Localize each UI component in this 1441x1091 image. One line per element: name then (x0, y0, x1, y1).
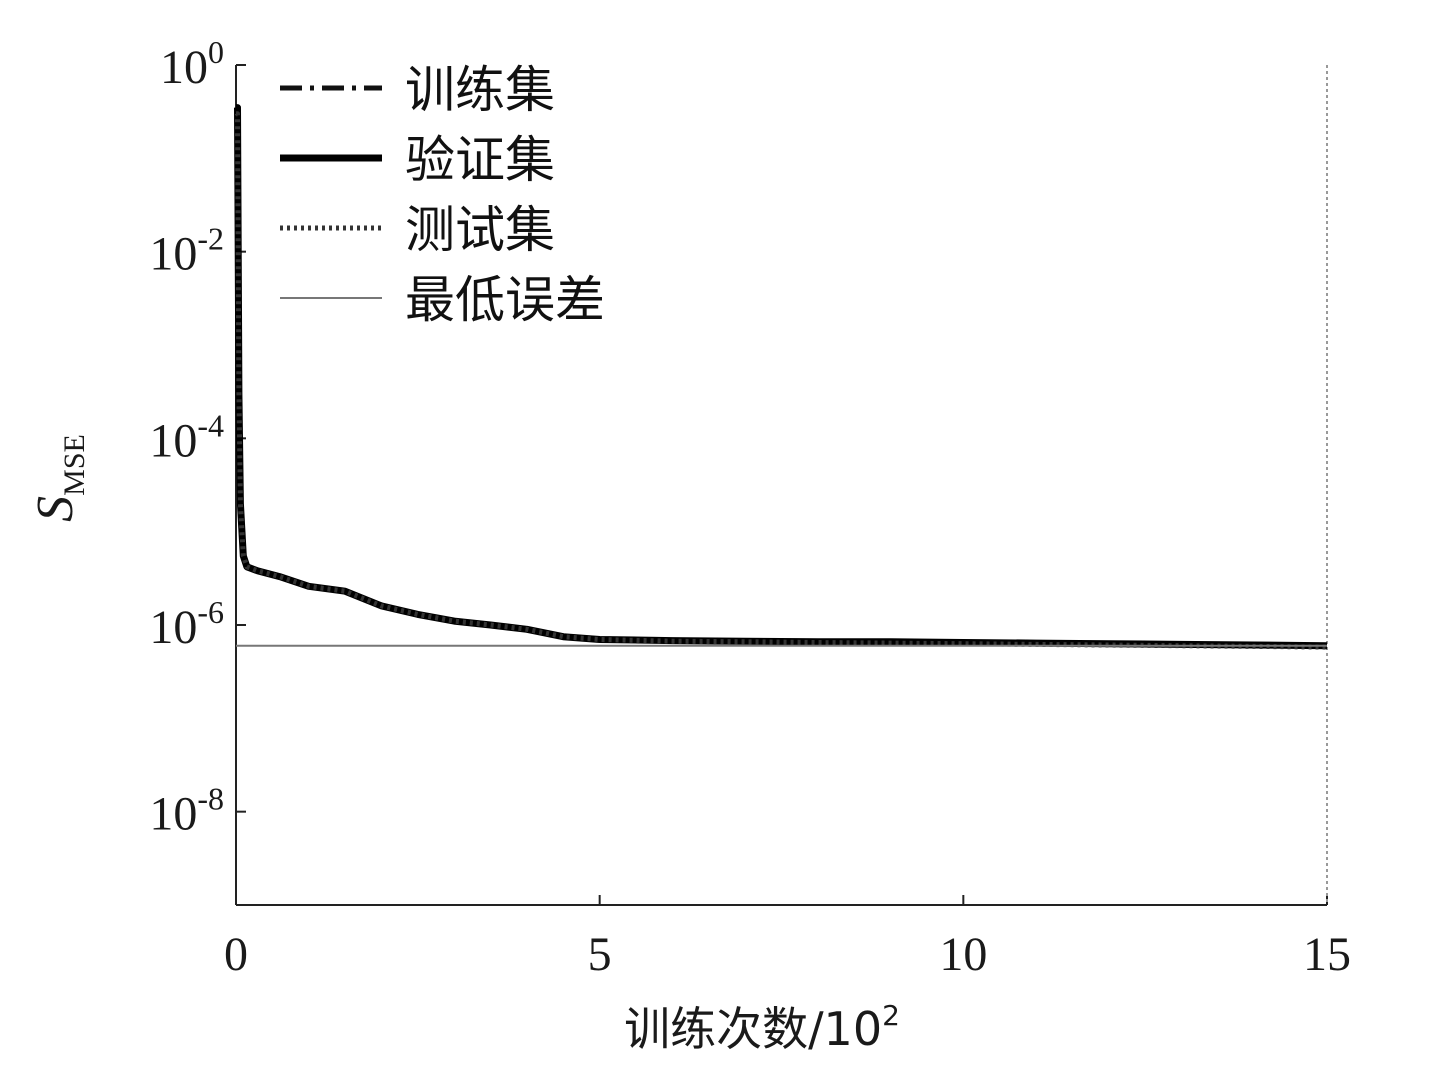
legend-label-2: 验证集 (405, 131, 555, 189)
x-tick-label: 10 (939, 928, 987, 981)
y-tick-exponent: -2 (197, 221, 224, 257)
x-tick-label: 5 (588, 928, 612, 981)
y-tick-label: 100 (160, 34, 224, 94)
y-tick-base: 10 (149, 788, 197, 841)
y-tick-base: 10 (149, 601, 197, 654)
y-axis-label-sub: MSE (58, 434, 91, 496)
y-tick-label: 10-4 (149, 407, 224, 467)
x-axis-label: 训练次数/102 (624, 999, 900, 1056)
y-tick-label: 10-2 (149, 221, 224, 281)
x-axis-label-text: 训练次数/10 (624, 1002, 882, 1056)
y-axis-label-main: S (27, 496, 84, 522)
x-axis-label-exponent: 2 (882, 999, 900, 1032)
y-tick-label: 10-6 (149, 594, 224, 654)
y-tick-base: 10 (149, 414, 197, 467)
y-tick-base: 10 (160, 41, 208, 94)
series-line-1 (235, 105, 1328, 649)
y-axis-label: SMSE (27, 434, 91, 522)
series-line-3 (235, 111, 1328, 650)
series-group (234, 104, 1328, 650)
y-tick-exponent: -6 (197, 594, 224, 630)
y-tick-exponent: 0 (208, 34, 224, 70)
y-tick-exponent: -4 (197, 407, 224, 443)
x-tick-label: 0 (224, 928, 248, 981)
x-tick-label: 15 (1303, 928, 1351, 981)
legend-label-3: 测试集 (405, 201, 555, 259)
y-tick-base: 10 (149, 228, 197, 281)
legend-label-4: 最低误差 (405, 271, 605, 329)
legend-label-1: 训练集 (405, 61, 555, 119)
series-line-2 (234, 104, 1328, 650)
y-tick-label: 10-8 (149, 781, 224, 841)
y-tick-exponent: -8 (197, 781, 224, 817)
